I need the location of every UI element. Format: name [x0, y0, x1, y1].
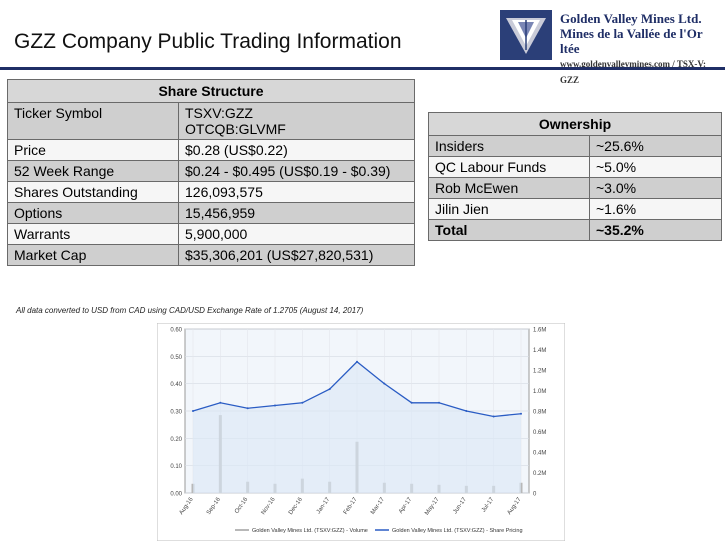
price-point [465, 410, 468, 412]
table-row: Ticker Symbol TSXV:GZZ OTCQB:GLVMF [7, 102, 415, 140]
row-value: ~1.6% [589, 198, 722, 220]
row-label: Jilin Jien [428, 198, 590, 220]
row-value: $0.28 (US$0.22) [178, 139, 415, 161]
share-structure-table: Share Structure Ticker Symbol TSXV:GZZ O… [7, 79, 415, 266]
price-point [192, 410, 194, 412]
company-name-french: Mines de la Vallée de l'Or ltée [560, 26, 703, 56]
company-logo [500, 10, 552, 60]
row-value: $0.24 - $0.495 (US$0.19 - $0.39) [178, 160, 415, 182]
price-point [328, 388, 331, 391]
row-value: 5,900,000 [178, 223, 415, 245]
table-row: Market Cap $35,306,201 (US$27,820,531) [7, 244, 415, 266]
page-title: GZZ Company Public Trading Information [14, 30, 402, 53]
ticker-otcqb: OTCQB:GLVMF [185, 121, 286, 137]
ownership-table: Ownership Insiders ~25.6% QC Labour Fund… [428, 112, 722, 241]
price-point [246, 407, 249, 410]
total-label: Total [428, 219, 590, 241]
y-left-tick-label: 0.20 [170, 437, 182, 443]
price-point [492, 415, 495, 418]
company-website: www.goldenvalleymines.com / TSX-V: GZZ [560, 59, 707, 85]
table-row: Warrants 5,900,000 [7, 223, 415, 245]
company-name-block: Golden Valley Mines Ltd. Mines de la Val… [560, 11, 725, 88]
table-row: Price $0.28 (US$0.22) [7, 139, 415, 161]
price-point [383, 382, 386, 385]
y-left-tick-label: 0.50 [170, 355, 182, 361]
company-name: Golden Valley Mines Ltd. [560, 11, 702, 26]
row-value: ~25.6% [589, 135, 722, 157]
table-row: Jilin Jien ~1.6% [428, 198, 722, 220]
row-label: Ticker Symbol [7, 102, 179, 140]
price-point [356, 360, 358, 363]
y-left-tick-label: 0.10 [170, 464, 182, 470]
price-point [301, 401, 304, 404]
price-point [274, 404, 276, 407]
row-label: Warrants [7, 223, 179, 245]
y-right-tick-label: 0.4M [533, 451, 546, 457]
y-right-tick-label: 0.8M [533, 410, 546, 416]
row-label: Price [7, 139, 179, 161]
y-left-tick-label: 0.00 [170, 492, 182, 498]
mountain-logo-icon [506, 18, 546, 54]
table-row: Options 15,456,959 [7, 202, 415, 224]
price-point [410, 401, 413, 404]
header-divider [0, 67, 725, 70]
y-right-tick-label: 1.0M [533, 389, 546, 395]
exchange-rate-note: All data converted to USD from CAD using… [16, 306, 364, 315]
total-value: ~35.2% [589, 219, 722, 241]
table-row: QC Labour Funds ~5.0% [428, 156, 722, 178]
row-label: Rob McEwen [428, 177, 590, 199]
ownership-heading: Ownership [428, 112, 722, 136]
table-row: Rob McEwen ~3.0% [428, 177, 722, 199]
table-row: Insiders ~25.6% [428, 135, 722, 157]
legend-volume-label: Golden Valley Mines Ltd. (TSXV:GZZ) - Vo… [252, 528, 368, 534]
row-value: $35,306,201 (US$27,820,531) [178, 244, 415, 266]
y-right-tick-label: 0.6M [533, 430, 546, 436]
row-label: 52 Week Range [7, 160, 179, 182]
y-right-tick-label: 1.4M [533, 348, 546, 354]
row-label: Insiders [428, 135, 590, 157]
ticker-tsxv: TSXV:GZZ [185, 105, 253, 121]
row-value: TSXV:GZZ OTCQB:GLVMF [178, 102, 415, 140]
price-area [193, 361, 521, 493]
row-value: ~3.0% [589, 177, 722, 199]
y-left-tick-label: 0.30 [170, 410, 182, 416]
y-right-tick-label: 1.2M [533, 369, 546, 375]
price-point [438, 401, 440, 404]
y-right-tick-label: 0.2M [533, 471, 546, 477]
row-label: QC Labour Funds [428, 156, 590, 178]
row-label: Market Cap [7, 244, 179, 266]
y-right-tick-label: 0 [533, 492, 537, 498]
table-row: Shares Outstanding 126,093,575 [7, 181, 415, 203]
y-left-tick-label: 0.40 [170, 382, 182, 388]
y-right-tick-label: 1.6M [533, 328, 546, 334]
total-row: Total ~35.2% [428, 219, 722, 241]
legend-price-label: Golden Valley Mines Ltd. (TSXV:GZZ) - Sh… [392, 528, 523, 534]
row-value: 15,456,959 [178, 202, 415, 224]
price-point [219, 401, 222, 404]
share-price-chart: 0.00 0.10 0.20 0.30 0.40 0.50 0.60 0 0.2M 0.4M 0.6… [157, 323, 565, 541]
table-row: 52 Week Range $0.24 - $0.495 (US$0.19 - … [7, 160, 415, 182]
row-value: ~5.0% [589, 156, 722, 178]
price-point [520, 412, 522, 415]
share-structure-heading: Share Structure [7, 79, 415, 103]
row-label: Options [7, 202, 179, 224]
y-left-tick-label: 0.60 [170, 328, 182, 334]
row-label: Shares Outstanding [7, 181, 179, 203]
row-value: 126,093,575 [178, 181, 415, 203]
